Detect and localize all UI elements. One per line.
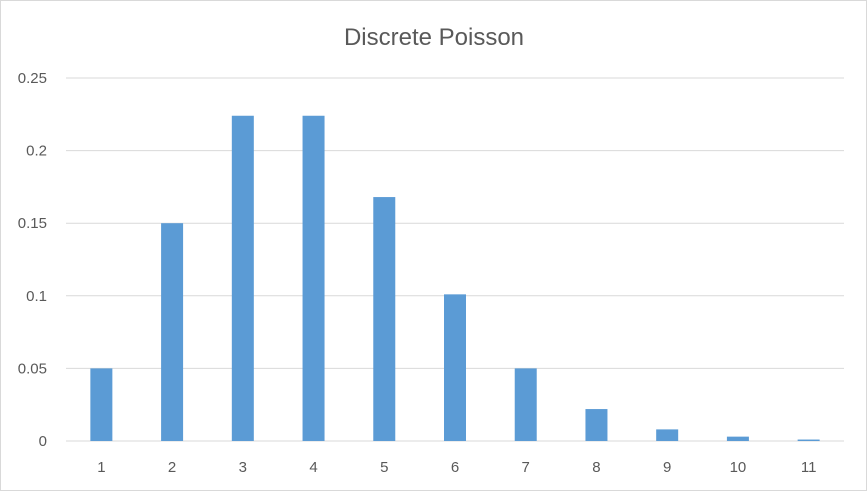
x-axis-ticks: 1 2 3 4 5 6 7 8 9 10 11 [97,459,816,476]
x-tick-label: 5 [380,459,388,476]
chart-title: Discrete Poisson [344,24,524,51]
bar-6 [444,294,466,441]
x-tick-label: 11 [801,459,817,476]
y-tick-label: 0.25 [18,70,47,87]
bar-10 [726,436,749,441]
x-tick-label: 8 [592,459,600,476]
bar-3 [231,115,254,441]
bar-11 [797,439,820,441]
bar-7 [514,368,537,441]
x-tick-label: 2 [168,459,176,476]
bar-1 [90,368,113,441]
y-tick-label: 0.05 [18,360,47,377]
y-tick-label: 0.1 [26,288,47,305]
bar-4 [302,115,325,441]
bar-9 [656,429,679,441]
y-axis-ticks: 0 0.05 0.1 0.15 0.2 0.25 [18,70,47,450]
bar-5 [373,197,396,441]
bar-8 [585,409,608,441]
bars [90,115,820,441]
y-tick-label: 0.15 [18,215,47,232]
x-tick-label: 4 [309,459,317,476]
gridlines [66,77,844,442]
x-tick-label: 7 [522,459,530,476]
x-tick-label: 1 [97,459,105,476]
bar-2 [161,223,184,441]
x-tick-label: 6 [451,459,459,476]
y-tick-label: 0.2 [26,143,47,160]
y-tick-label: 0 [39,433,47,450]
x-tick-label: 9 [663,459,671,476]
x-tick-label: 10 [730,459,747,476]
x-tick-label: 3 [239,459,247,476]
